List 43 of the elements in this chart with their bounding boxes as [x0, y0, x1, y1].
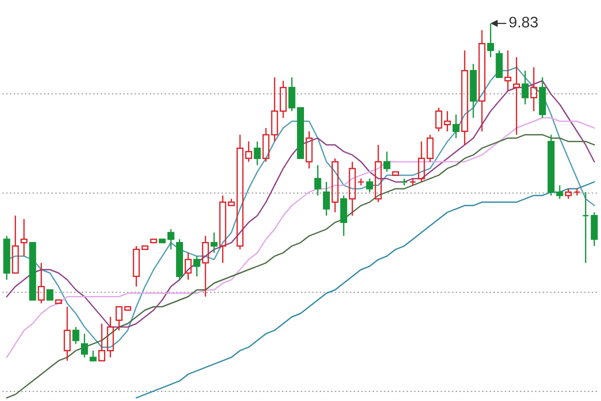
candlestick [340, 194, 348, 237]
candlestick [106, 316, 114, 358]
candlestick [332, 158, 339, 213]
candlestick [513, 56, 520, 136]
candlestick [590, 212, 598, 247]
candlestick [90, 350, 97, 362]
candlestick [400, 178, 408, 186]
candlestick [12, 215, 19, 274]
candlestick [564, 188, 572, 200]
candlestick [383, 150, 390, 172]
candlestick [167, 228, 174, 250]
candlestick [3, 235, 10, 280]
candlestick [504, 50, 512, 92]
candlestick [306, 130, 313, 170]
candlestick [452, 114, 460, 139]
candlestick [98, 322, 106, 362]
candlestick [444, 110, 451, 132]
candlestick [202, 235, 209, 298]
candlestick [20, 218, 28, 257]
candlestick [582, 191, 590, 264]
candlestick [254, 140, 261, 166]
candlestick [374, 144, 382, 203]
candlestick [81, 333, 88, 358]
candlestick [522, 70, 529, 105]
candlestick [409, 178, 416, 186]
candlestick [435, 107, 442, 132]
candlestick [487, 22, 494, 58]
candlestick [38, 262, 45, 304]
candlestick [184, 252, 192, 280]
candlestick [478, 30, 486, 132]
candlestick [322, 181, 330, 216]
candlestick [314, 164, 322, 196]
candlestick [193, 256, 200, 278]
candlestick [461, 50, 468, 146]
candlestick [348, 161, 356, 216]
candlestick [72, 326, 80, 344]
candlestick [210, 232, 218, 254]
candlestick [64, 306, 71, 362]
annotation: 9.83 [509, 16, 538, 28]
candlestick [219, 194, 226, 264]
candlestick [530, 66, 538, 112]
candlestick [470, 63, 477, 118]
candlestick [538, 76, 546, 118]
